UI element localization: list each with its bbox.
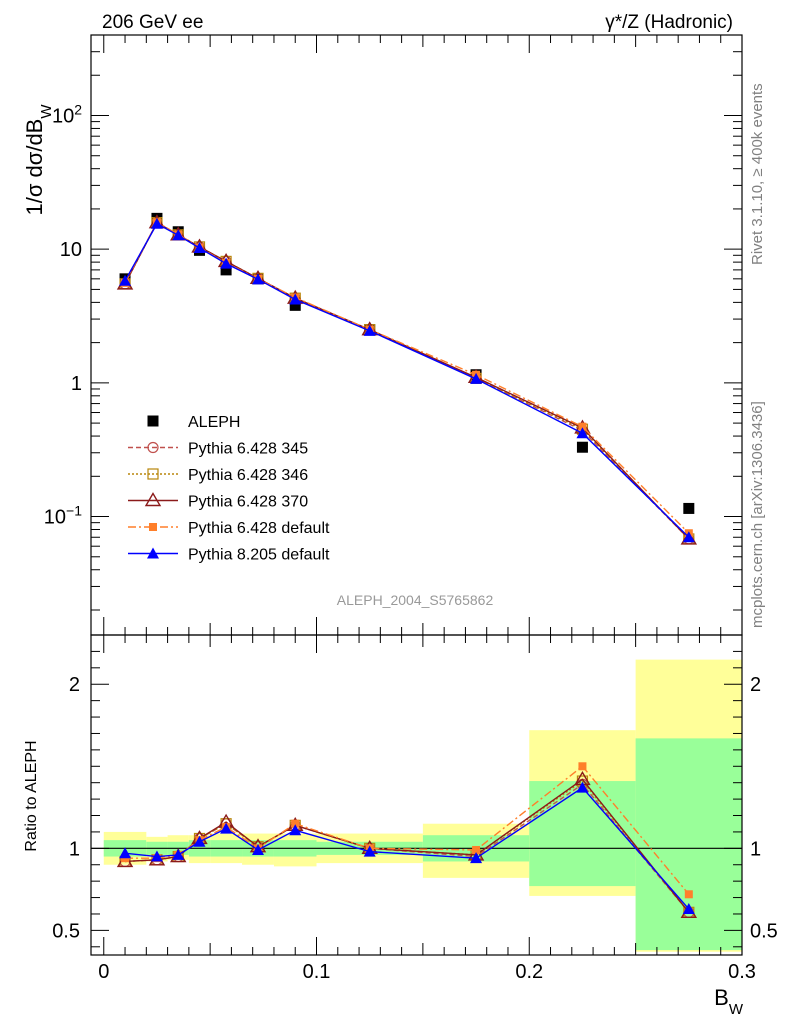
rivet-label: Rivet 3.1.10, ≥ 400k events: [749, 83, 766, 265]
main-series-point: [289, 293, 302, 305]
ratio-series-layer: [116, 762, 698, 919]
ratio-xtick-label: 0.3: [728, 961, 756, 983]
aleph-data-point: [289, 299, 301, 311]
ratio-series-point: [291, 819, 300, 828]
ratio-ytick-label-left: 2: [69, 674, 80, 696]
ratio-series-point: [578, 762, 587, 771]
aleph-data-point: [683, 502, 695, 514]
main-series-point: [682, 531, 695, 543]
ratio-axis-ticks: 0 0.1 0.2 0.3 2 2 1 1 0.5 0.5: [52, 635, 778, 983]
main-series-point: [193, 242, 206, 254]
main-series-line: [124, 221, 690, 540]
legend-label: Pythia 6.428 346: [188, 467, 308, 484]
main-series-line: [124, 221, 690, 540]
main-series-point: [363, 324, 376, 336]
ratio-ytick-label-right: 2: [750, 674, 761, 696]
ratio-xlabel-text: B: [714, 985, 729, 1010]
aleph-data-point: [220, 264, 232, 276]
legend-marker: [147, 547, 159, 559]
main-series-line: [124, 221, 690, 534]
main-ylabel-sub: W: [38, 104, 55, 119]
main-series-point: [150, 217, 163, 229]
ratio-frame: [90, 634, 743, 956]
ratio-series-point: [252, 843, 265, 855]
main-ytick-base: 10: [44, 507, 66, 529]
uncertainty-bands: [91, 659, 742, 952]
ratio-series-point: [682, 903, 695, 915]
band-green: [635, 738, 742, 951]
main-ytick-base: 1: [71, 373, 82, 395]
main-ylabel-text: 1/σ dσ/dB: [22, 119, 47, 216]
ratio-xtick-label: 0.2: [515, 961, 543, 983]
main-ytick-sup: −1: [66, 503, 82, 519]
main-ytick-sup: 2: [74, 101, 82, 117]
ratio-ylabel: Ratio to ALEPH: [23, 740, 40, 851]
legend-marker: [147, 441, 159, 454]
ratio-series-point: [289, 824, 302, 836]
main-frame: [90, 34, 743, 636]
main-ytick-label: 1: [71, 373, 82, 395]
main-ytick-label: 10: [60, 239, 82, 261]
ratio-xlabel: BW: [714, 985, 744, 1018]
legend-marker: [147, 468, 159, 480]
main-ytick-label: 10−1: [44, 503, 82, 529]
main-series-point: [172, 229, 185, 241]
ratio-xtick-label: 0.1: [303, 961, 331, 983]
ratio-ytick-label-left: 0.5: [52, 920, 80, 942]
legend-marker: [149, 523, 157, 531]
legend-marker: [147, 415, 159, 427]
header-right: γ*/Z (Hadronic): [605, 12, 733, 33]
legend-label: Pythia 6.428 default: [188, 520, 330, 537]
main-series-point: [119, 274, 132, 286]
ratio-ytick-label-right: 1: [750, 838, 761, 860]
analysis-tag: ALEPH_2004_S5765862: [337, 592, 494, 608]
legend-label: Pythia 6.428 345: [188, 441, 308, 458]
band-green: [529, 781, 636, 887]
ratio-series-point: [193, 835, 206, 847]
main-series-line: [124, 221, 690, 540]
main-series-point: [470, 372, 483, 384]
ratio-xlabel-sub: W: [729, 1001, 744, 1018]
ratio-series-point: [119, 847, 132, 859]
ratio-ytick-label-right: 0.5: [750, 920, 778, 942]
legend-label: ALEPH: [188, 414, 240, 431]
ratio-series-point: [220, 822, 233, 834]
ratio-series-point: [150, 850, 163, 862]
main-ytick-label: 102: [52, 101, 82, 127]
header-left: 206 GeV ee: [102, 12, 203, 33]
ratio-ytick-label-left: 1: [69, 838, 80, 860]
main-series-point: [576, 427, 589, 439]
main-ylabel: 1/σ dσ/dBW: [22, 104, 55, 216]
main-series-line: [124, 222, 690, 538]
main-series-point: [252, 273, 265, 285]
legend-marker: [144, 492, 162, 507]
legend: ALEPH Pythia 6.428 345 Pythia 6.428 346 Pyt…: [128, 414, 330, 564]
mcplots-label: mcplots.cern.ch [arXiv:1306.3436]: [749, 401, 766, 628]
ratio-series-point: [576, 781, 589, 793]
main-series-layer: [116, 212, 698, 545]
ratio-series-point: [172, 848, 185, 860]
legend-label: Pythia 6.428 370: [188, 494, 308, 511]
main-ytick-base: 10: [52, 105, 74, 127]
main-series-point: [578, 422, 587, 431]
main-ytick-base: 10: [60, 239, 82, 261]
ratio-xtick-label: 0: [98, 961, 109, 983]
ratio-series-point: [363, 845, 376, 857]
ratio-series-point: [470, 852, 483, 864]
ratio-series-point: [684, 890, 693, 899]
aleph-data-point: [576, 441, 588, 453]
ratio-series-point: [472, 845, 481, 854]
legend-label: Pythia 8.205 default: [188, 547, 330, 564]
main-series-point: [220, 257, 233, 269]
